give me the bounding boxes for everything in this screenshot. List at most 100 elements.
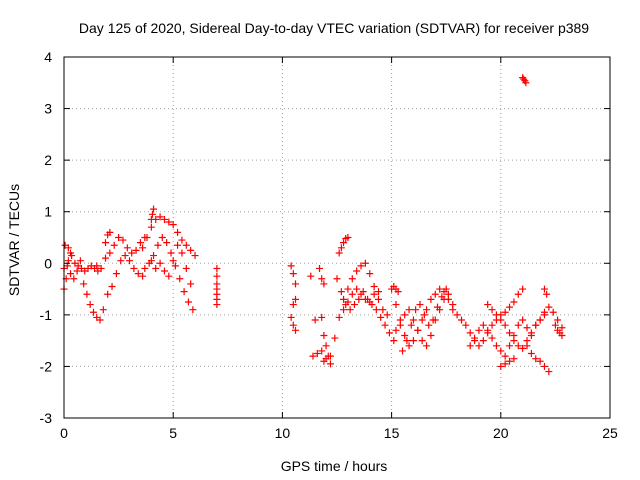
data-point	[423, 306, 431, 314]
data-point	[558, 324, 566, 332]
series-track-l	[287, 262, 300, 334]
data-point	[128, 249, 136, 257]
series-track-y	[466, 316, 535, 360]
x-axis-label: GPS time / hours	[281, 458, 388, 474]
data-point	[527, 350, 535, 358]
data-point	[165, 218, 173, 226]
data-point	[340, 306, 348, 314]
y-tick-label: 4	[44, 49, 52, 65]
data-point	[545, 303, 553, 311]
data-point	[110, 241, 118, 249]
data-point	[96, 316, 104, 324]
data-point	[187, 280, 195, 288]
data-point	[126, 257, 134, 265]
data-point	[340, 239, 348, 247]
data-point	[313, 350, 321, 358]
data-point	[174, 228, 182, 236]
data-point	[337, 288, 345, 296]
data-point	[213, 301, 221, 309]
data-point	[453, 311, 461, 319]
data-point	[344, 298, 352, 306]
x-tick-label: 15	[384, 425, 400, 441]
data-point	[123, 244, 131, 252]
data-point	[484, 326, 492, 334]
data-points	[60, 74, 566, 376]
data-point	[554, 316, 562, 324]
data-point	[558, 331, 566, 339]
data-point	[163, 239, 171, 247]
data-point	[390, 337, 398, 345]
data-point	[147, 223, 155, 231]
data-point	[519, 285, 527, 293]
data-point	[427, 331, 435, 339]
series-track-ad	[551, 321, 566, 339]
data-point	[449, 306, 457, 314]
data-point	[307, 272, 315, 280]
data-point	[519, 316, 527, 324]
data-point	[165, 272, 173, 280]
x-tick-label: 10	[275, 425, 291, 441]
data-point	[134, 270, 142, 278]
data-point	[64, 244, 72, 252]
data-point	[346, 306, 354, 314]
data-point	[540, 308, 548, 316]
data-point	[178, 236, 186, 244]
series-track-ac	[532, 303, 566, 332]
data-point	[523, 342, 531, 350]
series-track-aa	[497, 355, 518, 370]
data-point	[514, 290, 522, 298]
data-point	[80, 280, 88, 288]
data-point	[401, 311, 409, 319]
data-point	[141, 264, 149, 272]
data-point	[551, 321, 559, 329]
data-point	[106, 249, 114, 257]
axes	[63, 56, 611, 419]
series-track-o	[316, 264, 328, 288]
data-point	[143, 234, 151, 241]
data-point	[139, 244, 147, 252]
data-point	[479, 321, 487, 329]
data-point	[527, 329, 535, 337]
series-track-w	[390, 282, 402, 296]
data-point	[506, 329, 514, 337]
data-point	[514, 321, 522, 329]
data-point	[139, 272, 147, 280]
data-point	[488, 321, 496, 329]
data-point	[99, 306, 107, 314]
data-point	[318, 347, 326, 355]
data-point	[326, 360, 334, 368]
data-point	[394, 288, 402, 296]
data-point	[119, 236, 127, 244]
data-point	[381, 321, 389, 329]
x-tick-label: 25	[602, 425, 618, 441]
data-point	[331, 334, 339, 342]
data-point	[409, 316, 417, 324]
grid	[64, 57, 610, 418]
data-point	[457, 316, 465, 324]
data-point	[520, 75, 528, 83]
data-point	[104, 290, 112, 298]
series-track-v	[399, 285, 450, 355]
y-axis-label: SDTVAR / TECUs	[6, 184, 22, 296]
data-point	[466, 329, 474, 337]
series-track-a	[60, 257, 107, 324]
data-point	[372, 306, 380, 314]
data-point	[184, 298, 192, 306]
data-point	[180, 288, 188, 296]
data-point	[97, 264, 105, 272]
data-point	[418, 337, 426, 345]
data-point	[67, 270, 75, 278]
data-point	[83, 290, 91, 298]
data-point	[506, 342, 514, 350]
data-point	[344, 234, 352, 241]
data-point	[309, 352, 317, 360]
series-track-q	[333, 275, 398, 345]
plot-frame	[63, 56, 611, 419]
data-point	[403, 337, 411, 345]
data-point	[399, 347, 407, 355]
series-track-ab	[523, 342, 553, 376]
data-point	[187, 246, 195, 254]
series-track-ae	[540, 285, 551, 298]
y-tick-label: 0	[44, 255, 52, 271]
